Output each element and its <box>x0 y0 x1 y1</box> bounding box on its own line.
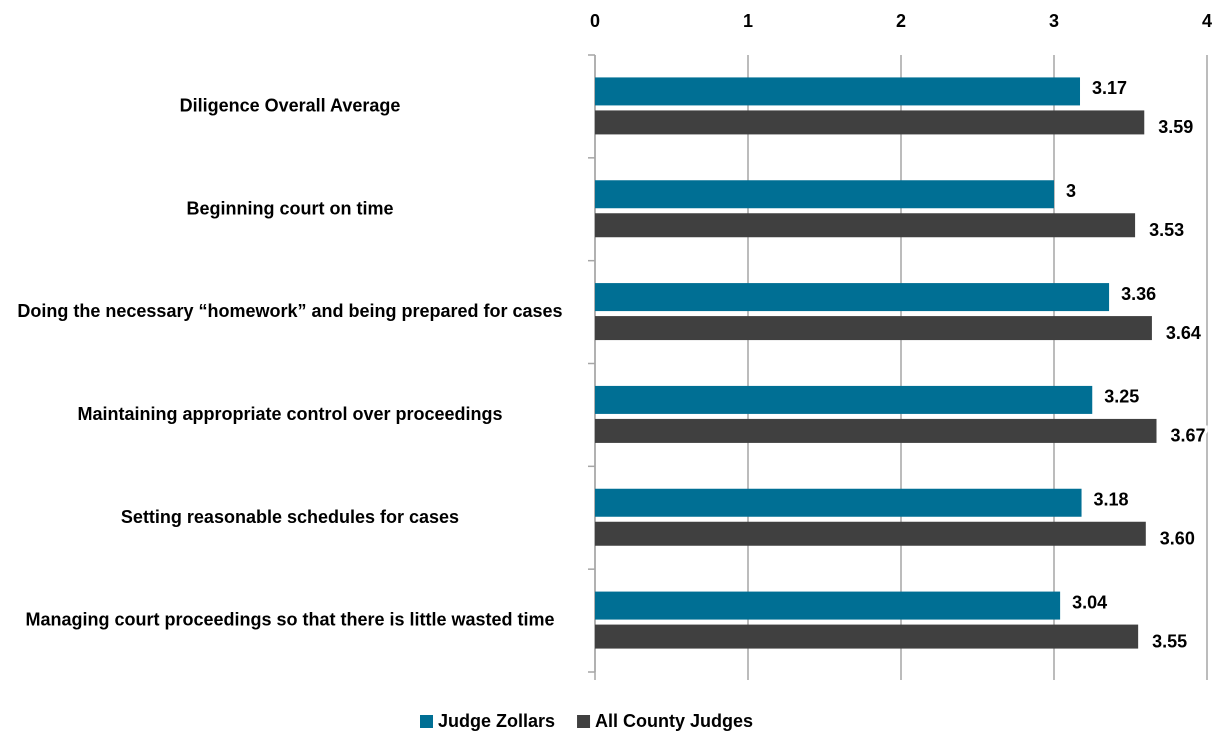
x-tick-label: 4 <box>1202 11 1212 31</box>
y-tick-label: Doing the necessary “homework” and being… <box>17 301 562 321</box>
data-label: 3.64 <box>1166 323 1201 343</box>
bar <box>595 418 1157 443</box>
y-tick-label: Beginning court on time <box>187 198 394 218</box>
bar <box>595 591 1061 620</box>
bar <box>595 180 1054 209</box>
data-label: 3.67 <box>1171 426 1206 446</box>
data-label: 3 <box>1066 181 1076 201</box>
bar <box>595 77 1081 106</box>
data-label: 3.25 <box>1104 387 1139 407</box>
bar <box>595 213 1136 238</box>
data-label: 3.59 <box>1158 117 1193 137</box>
x-tick-label: 0 <box>590 11 600 31</box>
data-label: 3.60 <box>1160 529 1195 549</box>
y-tick-label: Managing court proceedings so that there… <box>25 609 554 629</box>
data-label: 3.04 <box>1072 592 1107 612</box>
bar <box>595 521 1146 546</box>
bar <box>595 624 1139 649</box>
bar <box>595 283 1110 312</box>
legend-label: All County Judges <box>595 711 753 731</box>
data-label: 3.55 <box>1152 631 1187 651</box>
legend-label: Judge Zollars <box>438 711 555 731</box>
data-label: 3.17 <box>1092 78 1127 98</box>
bar <box>595 110 1145 135</box>
x-tick-label: 1 <box>743 11 753 31</box>
x-tick-label: 3 <box>1049 11 1059 31</box>
y-tick-label: Setting reasonable schedules for cases <box>121 507 459 527</box>
legend-swatch <box>577 715 591 728</box>
y-tick-label: Maintaining appropriate control over pro… <box>77 404 502 424</box>
data-label: 3.18 <box>1094 490 1129 510</box>
legend-swatch <box>420 715 433 728</box>
y-tick-label: Diligence Overall Average <box>180 95 401 115</box>
data-label: 3.36 <box>1121 284 1156 304</box>
data-label: 3.53 <box>1149 220 1184 240</box>
bar <box>595 316 1152 341</box>
bar <box>595 385 1093 414</box>
bar <box>595 488 1082 517</box>
x-tick-label: 2 <box>896 11 906 31</box>
